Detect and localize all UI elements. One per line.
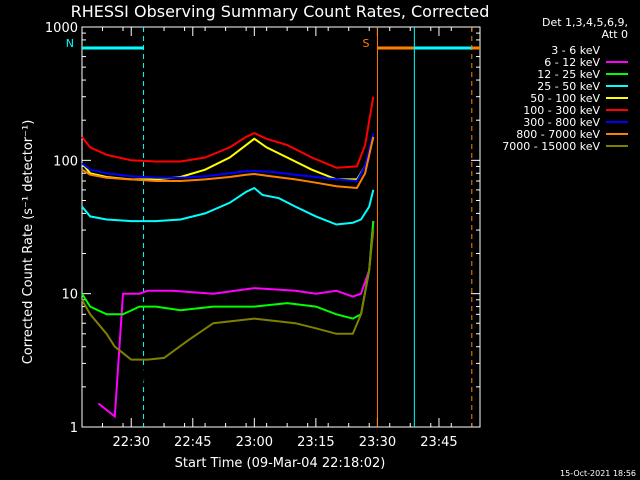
series-line xyxy=(81,221,375,320)
flag-label: N xyxy=(66,37,74,50)
plot-area: 1 10 100 1000 22:30 22:45 23:00 23:15 23:30 23:45… xyxy=(45,21,481,450)
series-line xyxy=(81,96,375,169)
plot-frame xyxy=(81,26,481,428)
y-tick-label: 100 xyxy=(53,154,78,169)
x-tick-label: 22:45 xyxy=(174,435,211,450)
chart-title: RHESSI Observing Summary Count Rates, Co… xyxy=(71,2,490,21)
legend-header-line-2: Att 0 xyxy=(602,28,628,41)
y-tick-label: 10 xyxy=(61,288,78,303)
series-line xyxy=(81,136,375,190)
series-line xyxy=(81,132,375,183)
footer-date: 15-Oct-2021 18:56 xyxy=(560,469,636,478)
legend-entry-label: 25 - 50 keV xyxy=(537,80,600,93)
y-tick-label: 1 xyxy=(70,421,78,436)
y-tick-label: 1000 xyxy=(45,21,78,36)
series-line xyxy=(81,229,375,361)
x-axis-label: Start Time (09-Mar-04 22:18:02) xyxy=(175,456,386,471)
legend-entry-label: 12 - 25 keV xyxy=(537,68,600,81)
series-line xyxy=(97,221,375,419)
legend-entry-label: 300 - 800 keV xyxy=(523,116,600,129)
legend-entry-label: 100 - 300 keV xyxy=(523,104,600,117)
legend-entry-label: 3 - 6 keV xyxy=(551,44,600,57)
y-axis-label: Corrected Count Rate (s⁻¹ detector⁻¹) xyxy=(21,120,36,365)
x-tick-label: 22:30 xyxy=(113,435,150,450)
legend-entry-label: 6 - 12 keV xyxy=(544,56,600,69)
legend-entry-label: 7000 - 15000 keV xyxy=(502,140,600,153)
x-tick-label: 23:15 xyxy=(297,435,334,450)
legend-entry-label: 800 - 7000 keV xyxy=(516,128,600,141)
x-tick-label: 23:30 xyxy=(359,435,396,450)
x-tick-label: 23:00 xyxy=(236,435,273,450)
series-line xyxy=(81,186,375,226)
flag-label: S xyxy=(362,37,369,50)
x-tick-label: 23:45 xyxy=(420,435,457,450)
legend-header-line-1: Det 1,3,4,5,6,9, xyxy=(542,16,628,29)
legend-entry-label: 50 - 100 keV xyxy=(530,92,600,105)
